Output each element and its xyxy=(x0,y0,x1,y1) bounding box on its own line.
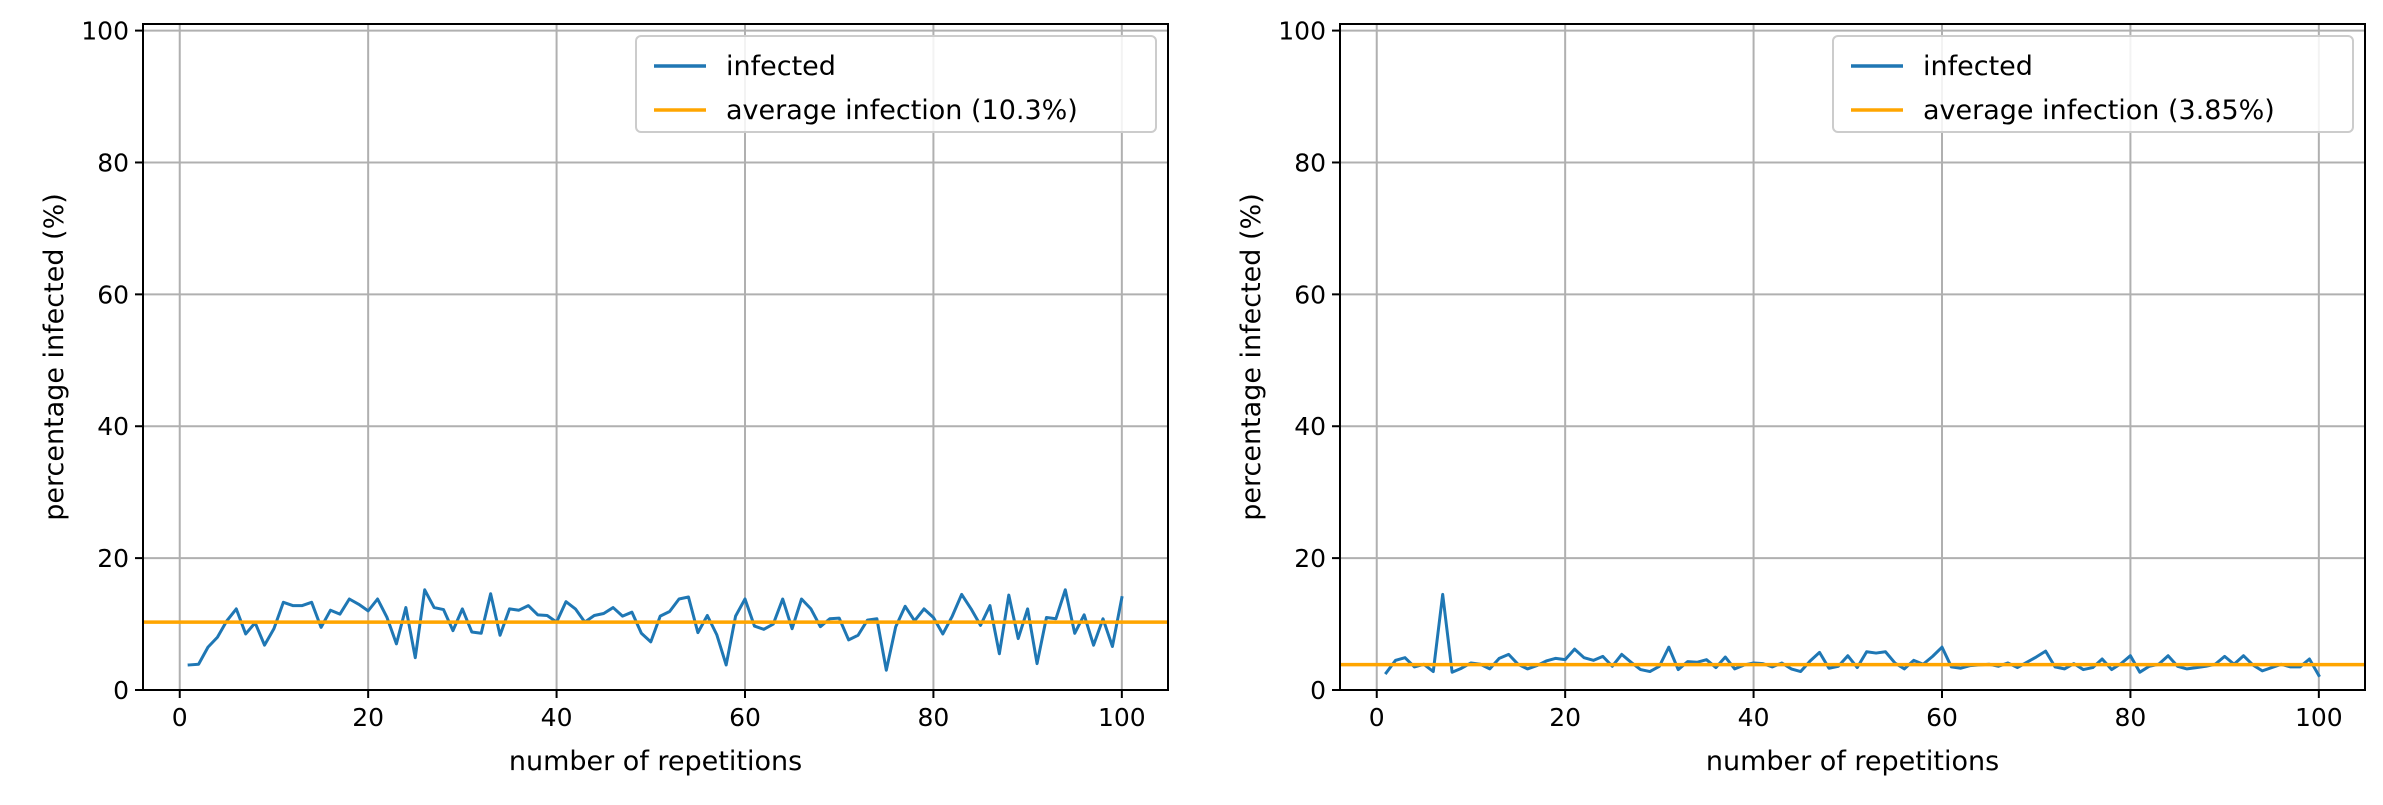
y-axis-label: percentage infected (%) xyxy=(39,193,70,521)
y-tick-label: 60 xyxy=(97,280,129,309)
y-axis-label: percentage infected (%) xyxy=(1236,193,1267,521)
x-tick-label: 40 xyxy=(541,703,573,732)
x-tick-label: 80 xyxy=(2115,703,2147,732)
plot-area xyxy=(143,588,1168,672)
legend-label: average infection (3.85%) xyxy=(1923,95,2275,126)
x-tick-label: 80 xyxy=(918,703,950,732)
x-tick-label: 100 xyxy=(2295,703,2343,732)
chart-panel-left: 0 20 40 60 80 100 0 20 40 60 80 100 number of repeti… xyxy=(39,17,1169,777)
y-tick-label: 20 xyxy=(97,544,129,573)
series-infected-line xyxy=(187,588,1124,672)
y-tick-label: 100 xyxy=(81,17,129,46)
y-tick-label: 0 xyxy=(113,676,129,705)
chart-panel-right: 0 20 40 60 80 100 0 20 40 60 80 100 number of repeti… xyxy=(1236,17,2366,777)
y-tick-label: 100 xyxy=(1278,17,1326,46)
x-tick-label: 40 xyxy=(1738,703,1770,732)
y-tick-label: 60 xyxy=(1294,280,1326,309)
y-tick-label: 80 xyxy=(1294,148,1326,177)
axes-frame xyxy=(1339,23,2366,691)
legend: infected average infection (3.85%) xyxy=(1832,35,2354,133)
y-tick-label: 20 xyxy=(1294,544,1326,573)
axes-frame xyxy=(142,23,1169,691)
plot-area xyxy=(1340,592,2365,678)
legend-box xyxy=(635,35,1157,133)
legend-label: average infection (10.3%) xyxy=(726,95,1078,126)
x-tick-label: 0 xyxy=(172,703,188,732)
legend-box xyxy=(1832,35,2354,133)
x-tick-label: 60 xyxy=(729,703,761,732)
legend-label: infected xyxy=(1923,51,2033,82)
x-axis-label: number of repetitions xyxy=(509,746,802,777)
y-tick-label: 0 xyxy=(1310,676,1326,705)
x-tick-label: 20 xyxy=(1549,703,1581,732)
x-axis-label: number of repetitions xyxy=(1706,746,1999,777)
y-tick-label: 40 xyxy=(97,412,129,441)
legend: infected average infection (10.3%) xyxy=(635,35,1157,133)
y-tick-label: 80 xyxy=(97,148,129,177)
legend-label: infected xyxy=(726,51,836,82)
x-tick-label: 0 xyxy=(1369,703,1385,732)
x-tick-label: 60 xyxy=(1926,703,1958,732)
y-tick-label: 40 xyxy=(1294,412,1326,441)
x-tick-label: 20 xyxy=(352,703,384,732)
x-tick-label: 100 xyxy=(1098,703,1146,732)
